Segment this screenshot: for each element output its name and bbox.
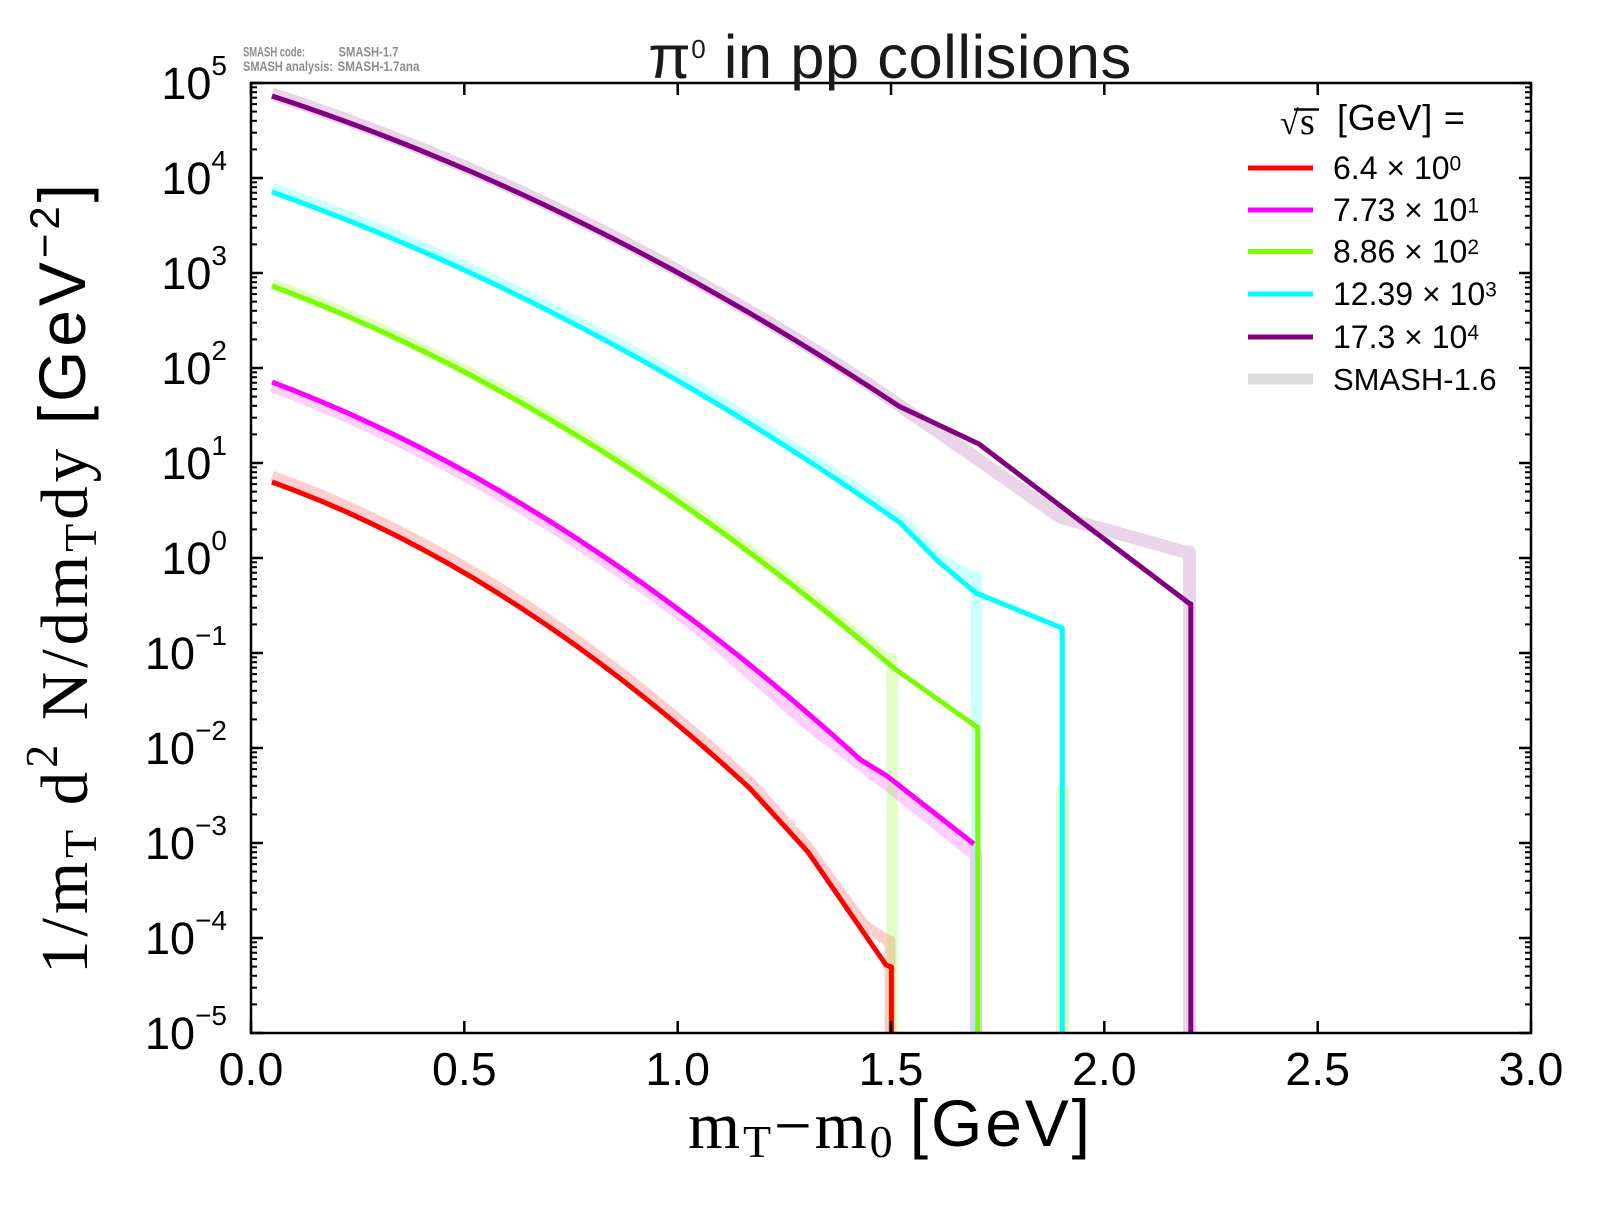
- svg-text:1/mT d2 N/dmTdy [GeV−2]: 1/mT d2 N/dmTdy [GeV−2]: [16, 184, 106, 974]
- svg-text:1.5: 1.5: [859, 1043, 924, 1095]
- svg-text:√: √: [1280, 105, 1299, 142]
- svg-text:8.86 × 102: 8.86 × 102: [1333, 234, 1479, 270]
- svg-text:[GeV] =: [GeV] =: [1337, 97, 1466, 138]
- svg-text:SMASH-1.6: SMASH-1.6: [1333, 362, 1497, 397]
- svg-text:0.5: 0.5: [432, 1043, 497, 1095]
- svg-text:0.0: 0.0: [219, 1043, 284, 1095]
- svg-text:SMASH-1.7ana: SMASH-1.7ana: [338, 58, 420, 74]
- svg-text:3.0: 3.0: [1499, 1043, 1564, 1095]
- svg-text:SMASH analysis:: SMASH analysis:: [243, 58, 333, 74]
- svg-text:7.73 × 101: 7.73 × 101: [1333, 192, 1479, 228]
- svg-text:104: 104: [161, 145, 227, 204]
- svg-text:12.39 × 103: 12.39 × 103: [1333, 276, 1497, 312]
- svg-text:s: s: [1300, 101, 1315, 143]
- svg-text:17.3 × 104: 17.3 × 104: [1333, 319, 1479, 355]
- svg-text:1.0: 1.0: [645, 1043, 710, 1095]
- svg-text:6.4 × 100: 6.4 × 100: [1333, 150, 1461, 186]
- svg-text:π0 in pp collisions: π0 in pp collisions: [648, 23, 1131, 92]
- svg-text:2.5: 2.5: [1285, 1043, 1350, 1095]
- svg-text:SMASH-1.7: SMASH-1.7: [339, 44, 399, 60]
- svg-text:2.0: 2.0: [1072, 1043, 1137, 1095]
- svg-text:SMASH code:: SMASH code:: [243, 44, 305, 60]
